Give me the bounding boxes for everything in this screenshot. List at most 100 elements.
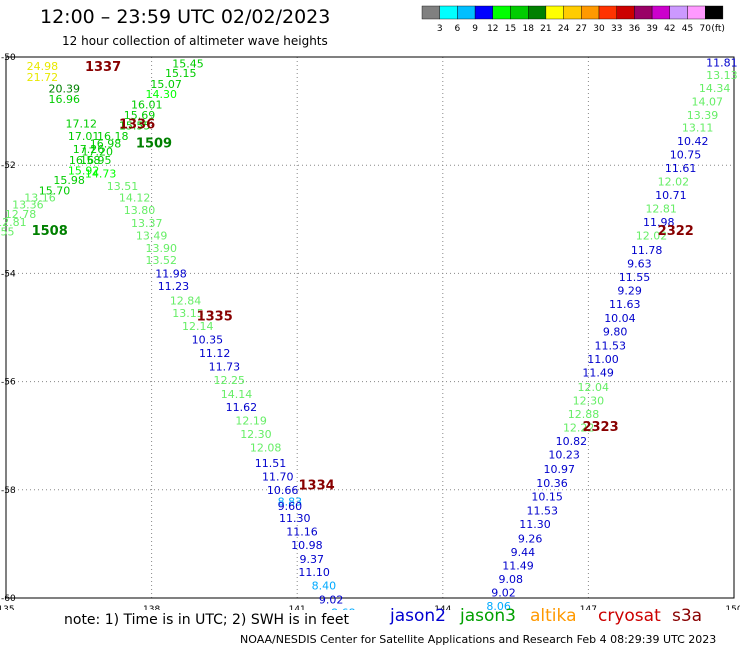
swh-value: 10.71 — [655, 189, 687, 202]
swh-value: 15.15 — [165, 67, 197, 80]
x-axis-ticks: 135 138 141 144 147 150 — [0, 605, 740, 610]
swh-value: 14.14 — [221, 388, 253, 401]
colorbar-tick-label: 15 — [505, 24, 516, 34]
colorbar-swatch — [598, 5, 617, 20]
swh-value: 11.55 — [619, 271, 651, 284]
colorbar-tick-label: 70 — [699, 24, 711, 34]
swh-value: 11.10 — [298, 566, 330, 579]
colorbar-tick-label: 42 — [664, 24, 675, 34]
legend-cryosat: cryosat — [598, 606, 661, 626]
colorbar-swatch — [510, 5, 529, 20]
track-label: 2322 — [658, 224, 694, 239]
swh-value: 12.22 — [563, 422, 595, 435]
swh-value: 10.97 — [544, 463, 576, 476]
swh-value: 13.55 — [0, 226, 14, 239]
swh-value: 12.78 — [5, 208, 37, 221]
swh-value: 12.14 — [182, 320, 214, 333]
track-label: 1509 — [136, 136, 172, 151]
legend-jason3: jason3 — [460, 606, 516, 626]
swh-value: 13.36 — [12, 199, 44, 212]
swh-value: 11.73 — [209, 360, 241, 373]
swh-value: 13.51 — [107, 180, 139, 193]
swh-value: 13.15 — [172, 307, 204, 320]
swh-value: 13.52 — [146, 254, 178, 267]
swh-value: 9.02 — [319, 594, 344, 607]
y-tick-label: -58 — [1, 486, 16, 496]
swh-value: 16.58 — [69, 154, 101, 167]
swh-value: 8.06 — [486, 600, 511, 610]
swh-value: 9.60 — [278, 500, 303, 513]
swh-value: 15.07 — [150, 78, 182, 91]
swh-value: 11.70 — [262, 470, 294, 483]
colorbar-swatch — [581, 5, 600, 20]
swh-value: 15.70 — [39, 185, 71, 198]
colorbar-tick-label: 21 — [540, 24, 551, 34]
colorbar-tick-label: 45 — [682, 24, 693, 34]
swh-value: 17.01 — [68, 130, 100, 143]
swh-value: 13.49 — [136, 230, 168, 243]
swh-value: 14.73 — [85, 167, 117, 180]
track-label: 1336 — [119, 118, 155, 133]
chart-title: 12:00 – 23:59 UTC 02/02/2023 — [40, 6, 331, 28]
colorbar-tick-label: 27 — [576, 24, 587, 34]
wave-height-map: 3 6 9 12 15 18 21 24 27 30 33 36 39 42 45 70 (ft) 135 138… — [0, 5, 740, 610]
colorbar-swatch — [528, 5, 547, 20]
swh-value: 11.49 — [502, 560, 534, 573]
swh-value: 11.53 — [594, 339, 626, 352]
colorbar-swatch — [563, 5, 582, 20]
colorbar-tick-label: 3 — [437, 24, 443, 34]
swh-value: 14.12 — [119, 192, 151, 205]
swh-value: 14.07 — [692, 95, 724, 108]
swh-value: 12.81 — [0, 216, 27, 229]
colorbar-swatch — [687, 5, 706, 20]
swh-value: 24.98 — [27, 60, 59, 73]
track-labels: 1337 1336 1509 1508 1335 1334 2322 2323 — [32, 60, 694, 493]
colorbar-swatch — [616, 5, 635, 20]
swh-value: 20.39 — [48, 82, 80, 95]
swh-value: 11.51 — [255, 457, 287, 470]
swh-value: 14.34 — [699, 82, 731, 95]
swh-value: 12.25 — [214, 374, 246, 387]
swh-value: 9.29 — [617, 285, 642, 298]
swh-value: 14.30 — [146, 88, 178, 101]
swh-value: 9.44 — [511, 546, 536, 559]
x-tick-label: 144 — [434, 605, 451, 610]
swh-value: 11.78 — [631, 244, 663, 257]
swh-value: 8.40 — [312, 580, 337, 593]
swh-value: 13.80 — [124, 204, 156, 217]
swh-value: 15.98 — [53, 174, 85, 187]
swh-value: 15.69 — [124, 109, 156, 122]
colorbar: 3 6 9 12 15 18 21 24 27 30 33 36 39 42 45 70 (ft) — [421, 5, 725, 34]
swh-value: 11.12 — [199, 347, 231, 360]
swh-value: 12.84 — [170, 294, 202, 307]
x-tick-label: 150 — [725, 605, 740, 610]
colorbar-tick-label: 33 — [611, 24, 622, 34]
swh-value: 17.26 — [73, 143, 105, 156]
swh-value: 10.66 — [267, 484, 299, 497]
swh-value: 10.75 — [670, 148, 702, 161]
swh-value: 10.36 — [536, 477, 568, 490]
swh-value: 11.81 — [706, 56, 738, 69]
swh-value: 15.45 — [172, 57, 204, 70]
swh-value: 16.18 — [97, 130, 129, 143]
colorbar-swatch — [669, 5, 688, 20]
swh-value: 17.20 — [81, 146, 113, 159]
colorbar-tick-label: 9 — [472, 24, 478, 34]
swh-value: 11.53 — [527, 504, 559, 517]
swh-value: 13.39 — [687, 109, 719, 122]
swh-value: 16.95 — [80, 154, 112, 167]
swh-value: 11.63 — [609, 298, 641, 311]
swh-value: 16.98 — [90, 138, 122, 151]
chart-subtitle: 12 hour collection of altimeter wave hei… — [62, 34, 328, 48]
track-label: 1334 — [299, 478, 335, 493]
swh-value: 12.04 — [578, 381, 610, 394]
y-tick-label: -60 — [1, 594, 16, 604]
colorbar-tick-label: 24 — [558, 24, 570, 34]
swh-value: 11.49 — [582, 366, 614, 379]
colorbar-swatch — [651, 5, 670, 20]
swh-value: 11.30 — [519, 518, 551, 531]
colorbar-swatch — [634, 5, 653, 20]
legend-altika: altika — [530, 606, 577, 626]
swh-value: 15.92 — [68, 165, 100, 178]
